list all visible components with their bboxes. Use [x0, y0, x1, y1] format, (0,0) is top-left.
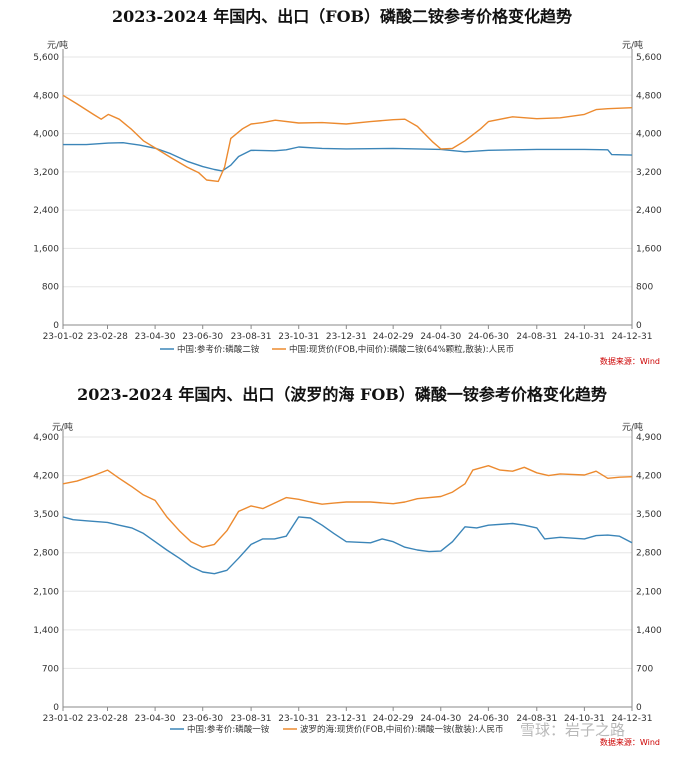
y-tick-label-right: 1,400	[636, 626, 662, 636]
legend-label-domestic: 中国:参考价:磷酸一铵	[187, 724, 270, 735]
y-tick-label-left: 3,500	[33, 510, 59, 520]
series-lines	[62, 94, 633, 183]
x-tick-label: 23-12-31	[326, 714, 367, 724]
unit-right: 元/吨	[622, 421, 643, 433]
y-tick-label-left: 4,900	[33, 433, 59, 443]
x-tick-label: 23-10-31	[278, 714, 319, 724]
y-tick-label-left: 800	[42, 283, 59, 293]
x-tick-label: 23-01-02	[43, 714, 84, 724]
x-tick-label: 24-12-31	[612, 714, 653, 724]
chart-dap: 2023-2024 年国内、出口（FOB）磷酸二铵参考价格变化趋势 元/吨 元/…	[33, 7, 662, 366]
legend-label-export: 波罗的海:现货价(FOB,中间价):磷酸一铵(散装):人民币	[300, 724, 503, 735]
y-tick-label-right: 4,800	[636, 91, 662, 101]
y-tick-label-left: 700	[42, 664, 59, 674]
y-tick-label-left: 2,800	[33, 549, 59, 559]
y-tick-label-right: 3,200	[636, 168, 662, 178]
y-tick-label-right: 2,400	[636, 206, 662, 216]
y-tick-label-left: 4,000	[33, 130, 59, 140]
x-tick-label: 23-04-30	[135, 714, 176, 724]
x-tick-label: 23-01-02	[43, 332, 84, 342]
y-tick-label-right: 800	[636, 283, 653, 293]
y-tick-label-left: 0	[53, 321, 59, 331]
x-tick-label: 24-10-31	[564, 714, 605, 724]
y-tick-label-right: 700	[636, 664, 653, 674]
legend-label-domestic: 中国:参考价:磷酸二铵	[177, 344, 260, 355]
y-tick-label-right: 2,100	[636, 587, 662, 597]
x-tick-label: 23-02-28	[87, 714, 128, 724]
x-tick-label: 24-04-30	[420, 332, 461, 342]
chart-title: 2023-2024 年国内、出口（波罗的海 FOB）磷酸一铵参考价格变化趋势	[77, 385, 607, 404]
x-tick-label: 24-08-31	[516, 332, 557, 342]
x-tick-label: 23-06-30	[182, 332, 223, 342]
x-tick-label: 23-08-31	[231, 332, 272, 342]
x-tick-label: 23-08-31	[231, 714, 272, 724]
y-tick-label-right: 1,600	[636, 244, 662, 254]
y-tick-label-left: 4,200	[33, 472, 59, 482]
series-line-export	[62, 94, 633, 183]
series-line-domestic	[62, 516, 633, 575]
chart-map: 2023-2024 年国内、出口（波罗的海 FOB）磷酸一铵参考价格变化趋势 元…	[33, 385, 662, 747]
x-tick-label: 24-10-31	[564, 332, 605, 342]
y-tick-label-left: 5,600	[33, 53, 59, 63]
x-tick-label: 24-12-31	[612, 332, 653, 342]
legend: 中国:参考价:磷酸二铵 中国:现货价(FOB,中间价):磷酸二铵(64%颗粒,散…	[160, 344, 514, 355]
data-source: 数据来源：Wind	[600, 356, 660, 366]
series-line-domestic	[63, 141, 633, 172]
y-axis-left: 0 700 1,400 2,100 2,800 3,500 4,200 4,900	[33, 429, 64, 713]
x-tick-label: 24-02-29	[373, 714, 414, 724]
y-tick-label-right: 4,900	[636, 433, 662, 443]
series-lines	[62, 464, 633, 575]
x-tick-label: 23-06-30	[182, 714, 223, 724]
y-axis-right: 0 700 1,400 2,100 2,800 3,500 4,200 4,900	[631, 429, 662, 713]
x-tick-label: 24-06-30	[468, 332, 509, 342]
y-tick-label-left: 3,200	[33, 168, 59, 178]
x-tick-label: 23-04-30	[135, 332, 176, 342]
y-tick-label-right: 4,200	[636, 472, 662, 482]
y-tick-label-right: 5,600	[636, 53, 662, 63]
gridlines	[63, 436, 632, 669]
y-tick-label-left: 2,100	[33, 587, 59, 597]
watermark: 雪球：岩子之路	[520, 721, 625, 739]
x-tick-label: 24-04-30	[420, 714, 461, 724]
y-tick-label-left: 0	[53, 703, 59, 713]
gridlines	[63, 56, 632, 288]
unit-left: 元/吨	[52, 421, 73, 433]
y-tick-label-left: 1,400	[33, 626, 59, 636]
y-axis-right: 0 800 1,600 2,400 3,200 4,000 4,800 5,600	[631, 49, 662, 331]
legend: 中国:参考价:磷酸一铵 波罗的海:现货价(FOB,中间价):磷酸一铵(散装):人…	[170, 724, 503, 735]
unit-right: 元/吨	[622, 39, 643, 51]
x-axis: 23-01-02 23-02-28 23-04-30 23-06-30 23-08-31…	[43, 706, 653, 724]
series-line-export	[62, 464, 633, 548]
x-tick-label: 24-08-31	[516, 714, 557, 724]
x-axis: 23-01-02 23-02-28 23-04-30 23-06-30 23-08-31…	[43, 324, 653, 342]
y-tick-label-right: 0	[636, 703, 642, 713]
y-tick-label-left: 2,400	[33, 206, 59, 216]
x-tick-label: 23-10-31	[278, 332, 319, 342]
y-tick-label-right: 4,000	[636, 130, 662, 140]
x-tick-label: 23-02-28	[87, 332, 128, 342]
legend-label-export: 中国:现货价(FOB,中间价):磷酸二铵(64%颗粒,散装):人民币	[289, 344, 514, 355]
x-tick-label: 23-12-31	[326, 332, 367, 342]
unit-left: 元/吨	[47, 39, 68, 51]
y-tick-label-left: 1,600	[33, 244, 59, 254]
y-axis-left: 0 800 1,600 2,400 3,200 4,000 4,800 5,600	[33, 49, 64, 331]
x-tick-label: 24-06-30	[468, 714, 509, 724]
x-tick-label: 24-02-29	[373, 332, 414, 342]
y-tick-label-right: 3,500	[636, 510, 662, 520]
y-tick-label-left: 4,800	[33, 91, 59, 101]
y-tick-label-right: 2,800	[636, 549, 662, 559]
y-tick-label-right: 0	[636, 321, 642, 331]
chart-title: 2023-2024 年国内、出口（FOB）磷酸二铵参考价格变化趋势	[112, 7, 572, 26]
data-source: 数据来源：Wind	[600, 737, 660, 747]
